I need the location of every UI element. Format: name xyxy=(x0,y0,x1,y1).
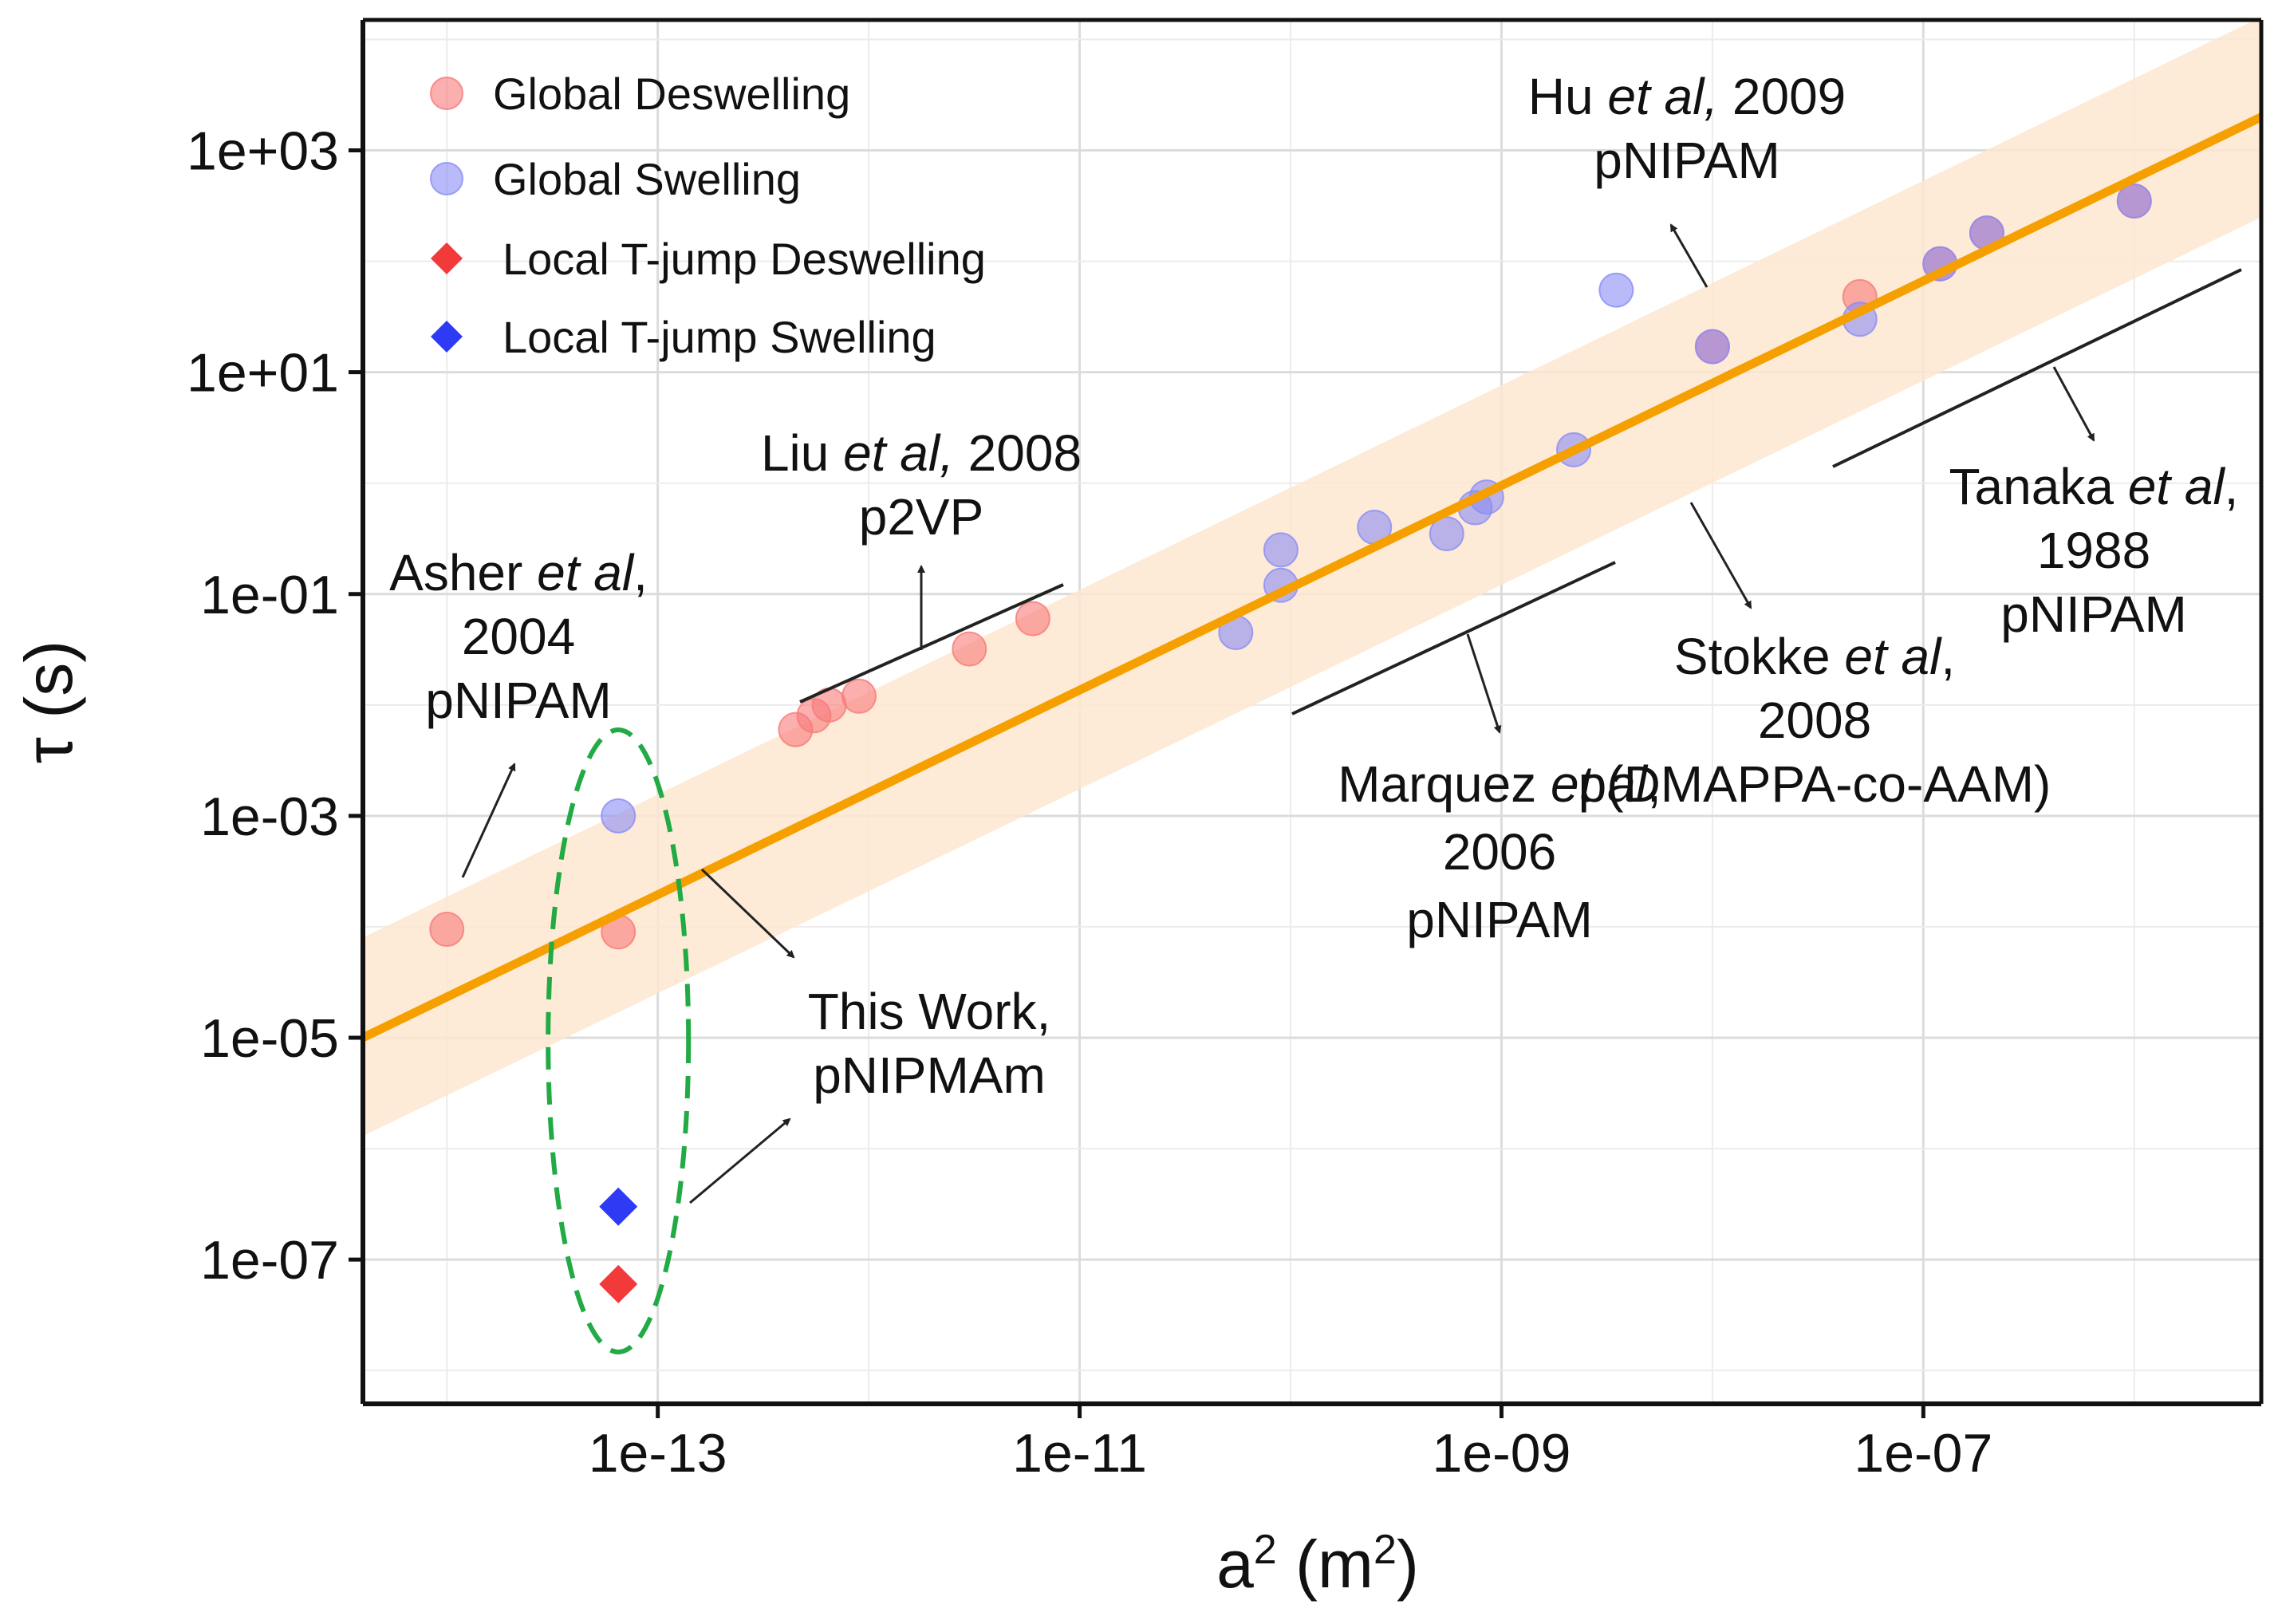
tick-labels: 1e-13 1e-11 1e-09 1e-07 1e+03 1e+01 1e-01 1e-03… xyxy=(187,121,1992,1484)
annotation-line: This Work, xyxy=(808,983,1051,1040)
data-point xyxy=(601,798,636,834)
annotation-line: Asher et al, xyxy=(389,544,648,601)
data-point xyxy=(1015,601,1050,637)
data-point xyxy=(429,912,465,948)
y-tick-label: 1e-01 xyxy=(200,565,339,625)
arrow-tanaka xyxy=(2052,366,2095,442)
legend-marker xyxy=(430,162,463,195)
x-tick-label: 1e-07 xyxy=(1854,1423,1992,1484)
legend-label: Local T-jump Swelling xyxy=(503,312,936,362)
legend-marker xyxy=(430,77,463,110)
data-point xyxy=(1429,516,1464,552)
annotation-line: Marquez et al, xyxy=(1338,755,1661,813)
data-point-diamond xyxy=(599,1187,638,1226)
x-tick-label: 1e-11 xyxy=(1012,1423,1147,1484)
y-tick-label: 1e+01 xyxy=(187,343,339,404)
legend-item: Local T-jump Swelling xyxy=(431,312,936,362)
bracket-line-marquez xyxy=(1291,561,1616,715)
annotation-line: 2008 xyxy=(1758,692,1871,749)
annotation-line: p(DMAPPA-co-AAM) xyxy=(1578,755,2051,813)
y-tick-label: 1e-03 xyxy=(200,786,339,847)
legend-label: Global Swelling xyxy=(493,154,801,204)
annotation-line: pNIPAM xyxy=(1406,891,1593,948)
legend-marker-diamond xyxy=(431,242,463,274)
highlight-ellipse xyxy=(546,727,692,1354)
legend-marker-diamond xyxy=(431,321,463,353)
arrow-thiswork-1 xyxy=(700,868,795,959)
arrow-asher xyxy=(461,763,516,878)
annotation-line: 2006 xyxy=(1443,823,1556,881)
annotation-line: pNIPAM xyxy=(1594,132,1780,189)
annotation-line: pNIPAM xyxy=(2000,585,2187,643)
annotations: Asher et al, 2004 pNIPAM Liu et al, 2008 p2V… xyxy=(389,68,2242,1354)
annotation-stokke: Stokke et al, 2008 p(DMAPPA-co-AAM) xyxy=(1578,628,2051,813)
axis-titles: a2 (m2) τ (s) xyxy=(11,641,1419,1602)
legend-label: Local T-jump Deswelling xyxy=(503,234,986,284)
annotation-tanaka: Tanaka et al, 1988 pNIPAM xyxy=(1949,458,2239,643)
x-tick-label: 1e-13 xyxy=(589,1423,727,1484)
arrow-hu xyxy=(1669,223,1708,288)
x-axis-title: a2 (m2) xyxy=(1216,1527,1419,1602)
annotation-line: Stokke et al, xyxy=(1674,628,1955,685)
annotation-thiswork: This Work, pNIPMAm xyxy=(808,983,1051,1104)
data-point xyxy=(1263,532,1299,568)
y-tick-label: 1e-05 xyxy=(200,1008,339,1069)
data-points xyxy=(429,183,2152,1303)
annotation-line: pNIPMAm xyxy=(813,1047,1046,1104)
annotation-line: pNIPAM xyxy=(425,672,612,729)
y-tick-label: 1e+03 xyxy=(187,121,339,182)
data-point-diamond xyxy=(599,1264,638,1303)
data-point xyxy=(952,631,987,667)
annotation-line: Liu et al, 2008 xyxy=(761,424,1082,482)
arrow-marquez xyxy=(1466,633,1502,734)
annotation-line: 1988 xyxy=(2037,522,2150,579)
data-point xyxy=(841,678,877,714)
annotation-hu: Hu et al, 2009 pNIPAM xyxy=(1528,68,1846,189)
arrow-stokke xyxy=(1689,502,1752,609)
data-point xyxy=(2116,183,2152,219)
bracket-line-tanaka xyxy=(1832,268,2242,468)
bracket-line-liu xyxy=(799,583,1064,704)
legend-label: Global Deswelling xyxy=(493,69,850,119)
legend-item: Global Swelling xyxy=(430,154,801,204)
annotation-line: Tanaka et al, xyxy=(1949,458,2239,515)
y-axis-title: τ (s) xyxy=(11,641,86,763)
arrow-thiswork-2 xyxy=(689,1117,791,1204)
annotation-line: Hu et al, 2009 xyxy=(1528,68,1846,125)
annotation-liu: Liu et al, 2008 p2VP xyxy=(761,424,1082,546)
data-point xyxy=(1598,272,1634,308)
y-tick-label: 1e-07 xyxy=(200,1230,339,1291)
legend-item: Global Deswelling xyxy=(430,69,850,119)
plot-frame xyxy=(361,18,2264,1406)
x-tick-label: 1e-09 xyxy=(1432,1423,1571,1484)
data-point xyxy=(1694,329,1730,365)
annotation-marquez: Marquez et al, 2006 pNIPAM xyxy=(1338,755,1661,948)
annotation-line: 2004 xyxy=(462,608,575,665)
annotation-line: p2VP xyxy=(859,488,984,546)
legend: Global Deswelling Global Swelling Local T-… xyxy=(430,69,986,362)
annotation-asher: Asher et al, 2004 pNIPAM xyxy=(389,544,648,729)
legend-item: Local T-jump Deswelling xyxy=(431,234,986,284)
